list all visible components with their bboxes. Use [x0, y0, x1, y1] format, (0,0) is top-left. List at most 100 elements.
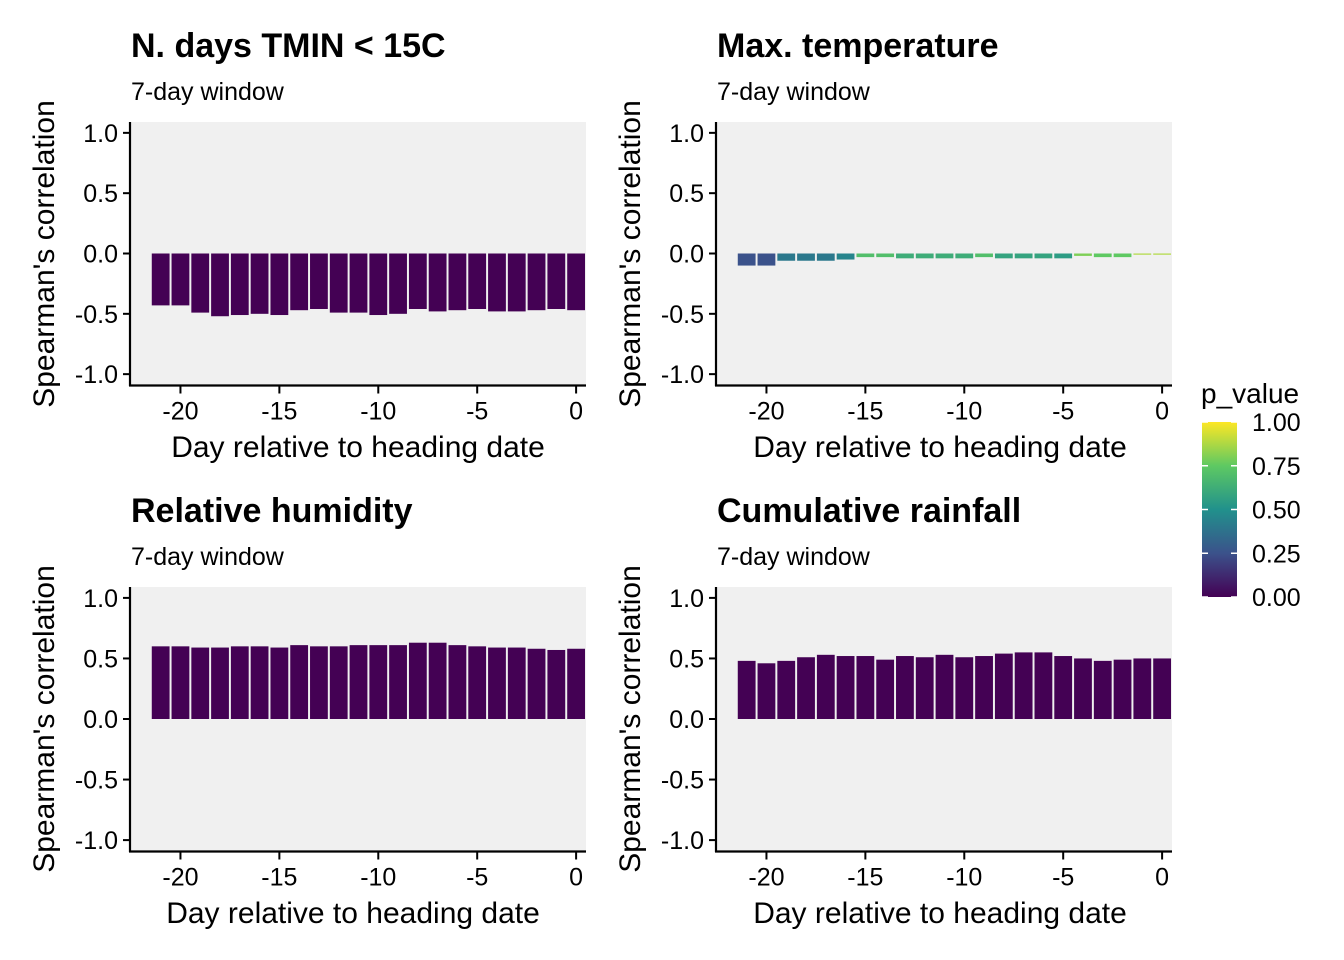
bar — [369, 645, 388, 719]
x-tick-label: -15 — [847, 864, 883, 892]
y-tick-label: -0.5 — [75, 767, 118, 795]
y-axis-title: Spearman's correlation — [614, 565, 647, 873]
legend-label: 0.75 — [1252, 453, 1301, 481]
bar — [915, 253, 934, 259]
bar — [1034, 253, 1053, 259]
bar — [290, 645, 309, 719]
bar — [737, 660, 756, 719]
y-axis-title: Spearman's correlation — [28, 565, 61, 873]
legend-label: 0.50 — [1252, 497, 1301, 525]
x-tick-label: 0 — [569, 864, 583, 892]
bar — [448, 645, 467, 719]
y-tick-label: 0.5 — [669, 645, 704, 673]
bar — [876, 659, 895, 719]
y-tick-label: -1.0 — [661, 827, 704, 855]
bar — [369, 253, 388, 316]
x-tick-label: -20 — [162, 398, 198, 426]
y-tick-label: -0.5 — [661, 767, 704, 795]
x-axis-title: Day relative to heading date — [166, 897, 540, 930]
bar — [1054, 656, 1073, 719]
x-axis-title: Day relative to heading date — [171, 431, 545, 464]
bar — [896, 253, 914, 259]
bar — [1153, 253, 1172, 255]
bar — [1113, 659, 1132, 719]
x-tick-label: -10 — [946, 398, 982, 426]
bar — [1034, 652, 1053, 719]
bar — [389, 645, 407, 719]
y-tick-label: 0.0 — [83, 241, 118, 269]
bar — [191, 647, 210, 719]
bar — [290, 253, 309, 311]
x-tick-label: 0 — [1155, 398, 1169, 426]
bar — [836, 253, 855, 260]
x-tick-label: -5 — [466, 864, 488, 892]
x-tick-label: 0 — [569, 398, 583, 426]
y-axis-title: Spearman's correlation — [614, 100, 647, 408]
bar — [915, 657, 934, 719]
bar — [230, 646, 249, 719]
legend-label: 0.25 — [1252, 540, 1301, 568]
y-tick-label: 1.0 — [83, 120, 118, 148]
bar — [816, 253, 835, 261]
y-tick-label: 1.0 — [83, 585, 118, 613]
bar — [1014, 253, 1033, 259]
bar — [1093, 253, 1112, 258]
bar — [191, 253, 210, 313]
bar — [757, 663, 776, 719]
bar — [448, 253, 467, 311]
panel-subtitle: 7-day window — [717, 78, 871, 106]
bar — [230, 253, 249, 316]
bar — [211, 647, 229, 719]
panel-subtitle: 7-day window — [131, 543, 285, 571]
y-tick-label: 0.0 — [669, 706, 704, 734]
bar — [1054, 253, 1073, 259]
legend-label: 1.00 — [1252, 409, 1301, 437]
legend-label: 0.00 — [1252, 584, 1301, 612]
bar — [1133, 253, 1152, 255]
bar — [797, 657, 815, 719]
bar — [955, 657, 974, 719]
bar — [389, 253, 407, 314]
bar — [547, 253, 566, 309]
x-tick-label: -5 — [1052, 398, 1074, 426]
panel-title: Cumulative rainfall — [717, 492, 1021, 530]
x-tick-label: -15 — [847, 398, 883, 426]
bar — [777, 660, 796, 719]
bar — [250, 646, 269, 719]
panel-relative-humidity: Relative humidity 7-day window -1.0 -0.5 0… — [28, 492, 586, 930]
y-tick-label: 1.0 — [669, 120, 704, 148]
bar — [151, 646, 170, 719]
y-tick-label: 0.5 — [669, 180, 704, 208]
panel-n-days-tmin: N. days TMIN < 15C 7-day window -1.0 -0.5… — [28, 27, 586, 464]
x-axis-title: Day relative to heading date — [753, 897, 1127, 930]
y-tick-label: 0.0 — [669, 241, 704, 269]
bar — [777, 253, 796, 261]
x-tick-label: -15 — [261, 398, 297, 426]
bar — [527, 253, 546, 311]
bar — [876, 253, 895, 258]
bar — [1133, 658, 1152, 719]
bar — [310, 253, 328, 309]
bar — [567, 253, 586, 311]
y-tick-label: -1.0 — [75, 361, 118, 389]
x-tick-label: -15 — [261, 864, 297, 892]
panel-title: Relative humidity — [131, 492, 413, 530]
bar — [270, 647, 289, 719]
bar — [488, 647, 506, 719]
y-tick-label: -0.5 — [661, 301, 704, 329]
bar — [757, 253, 776, 266]
bar — [994, 253, 1013, 259]
panel-title: N. days TMIN < 15C — [131, 27, 446, 65]
panel-subtitle: 7-day window — [131, 78, 285, 106]
bar — [527, 648, 546, 719]
x-tick-label: -20 — [748, 864, 784, 892]
panel-title: Max. temperature — [717, 27, 999, 65]
y-tick-label: -1.0 — [661, 361, 704, 389]
bar — [994, 653, 1013, 719]
bar — [816, 654, 835, 719]
x-tick-label: -5 — [1052, 864, 1074, 892]
y-tick-label: 0.5 — [83, 645, 118, 673]
bar — [955, 253, 974, 259]
bar — [1014, 652, 1033, 719]
